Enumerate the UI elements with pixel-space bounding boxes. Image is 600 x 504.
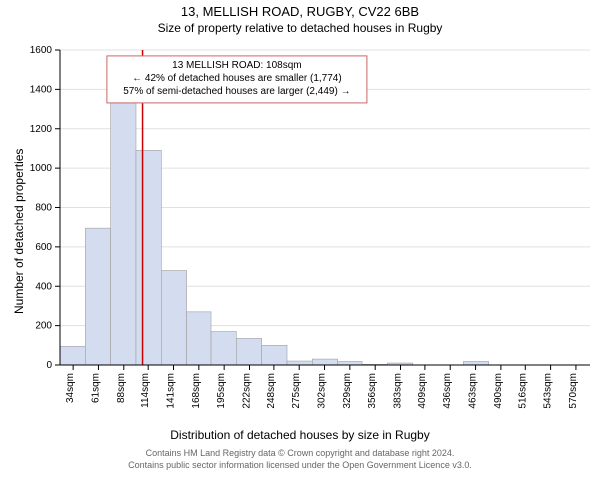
svg-text:275sqm: 275sqm [291,373,302,409]
svg-text:600: 600 [35,242,52,253]
svg-text:195sqm: 195sqm [216,373,227,409]
chart-title-line2: Size of property relative to detached ho… [0,21,600,35]
svg-text:436sqm: 436sqm [442,373,453,409]
footer-text: Contains HM Land Registry data © Crown c… [0,448,600,471]
svg-text:141sqm: 141sqm [166,373,177,409]
svg-text:1000: 1000 [30,163,53,174]
svg-text:57% of semi-detached houses ar: 57% of semi-detached houses are larger (… [123,86,350,97]
svg-text:13 MELLISH ROAD: 108sqm: 13 MELLISH ROAD: 108sqm [172,60,302,71]
svg-text:543sqm: 543sqm [543,373,554,409]
svg-text:383sqm: 383sqm [393,373,404,409]
svg-text:61sqm: 61sqm [90,373,101,403]
footer-line1: Contains HM Land Registry data © Crown c… [0,448,600,460]
svg-text:463sqm: 463sqm [468,373,479,409]
svg-text:← 42% of detached houses are s: ← 42% of detached houses are smaller (1,… [132,73,342,84]
svg-text:356sqm: 356sqm [367,373,378,409]
svg-text:570sqm: 570sqm [568,373,579,409]
svg-text:114sqm: 114sqm [140,373,151,408]
svg-text:302sqm: 302sqm [317,373,328,409]
svg-text:248sqm: 248sqm [266,373,277,409]
svg-text:1400: 1400 [30,84,53,95]
svg-text:490sqm: 490sqm [493,373,504,409]
y-axis-label: Number of detached properties [12,149,26,314]
svg-text:0: 0 [46,360,52,371]
svg-text:516sqm: 516sqm [517,373,528,409]
x-axis-label: Distribution of detached houses by size … [0,428,600,442]
svg-text:88sqm: 88sqm [116,373,127,403]
svg-text:222sqm: 222sqm [241,373,252,409]
svg-text:800: 800 [35,203,52,214]
chart-title-line1: 13, MELLISH ROAD, RUGBY, CV22 6BB [0,4,600,19]
svg-text:329sqm: 329sqm [342,373,353,409]
histogram-chart: 0 200 400 600 800 1000 1200 1400 1600 34sqm 61sqm 8… [0,35,600,430]
svg-text:1600: 1600 [30,45,53,56]
svg-text:200: 200 [35,321,52,332]
svg-text:34sqm: 34sqm [65,373,76,403]
svg-text:168sqm: 168sqm [191,373,202,409]
footer-line2: Contains public sector information licen… [0,460,600,472]
svg-text:1200: 1200 [30,124,53,135]
svg-text:400: 400 [35,281,52,292]
svg-text:409sqm: 409sqm [417,373,428,409]
